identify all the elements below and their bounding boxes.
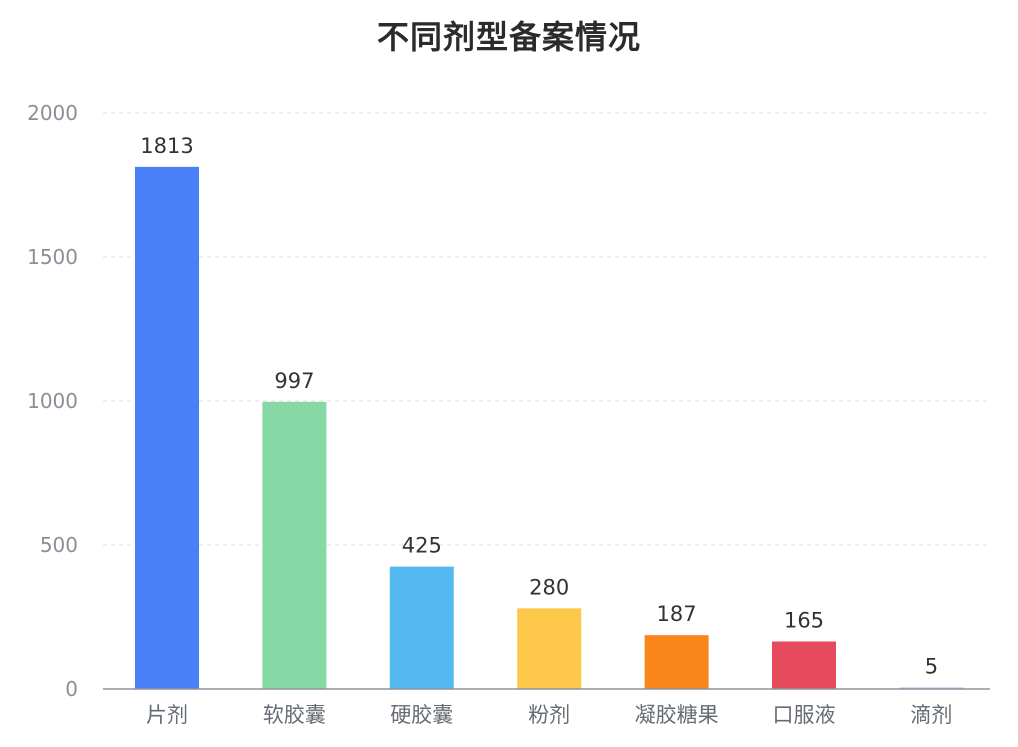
value-label: 187: [657, 602, 697, 626]
y-tick-label: 500: [40, 533, 78, 557]
value-label: 280: [529, 575, 569, 599]
x-tick-label: 滴剂: [910, 703, 952, 727]
y-tick-label: 0: [65, 677, 78, 701]
x-tick-label: 粉剂: [528, 703, 570, 727]
value-label: 5: [925, 655, 938, 679]
bar: [262, 401, 327, 689]
x-tick-label: 片剂: [146, 703, 188, 727]
x-tick-label: 软胶囊: [263, 703, 326, 727]
bar: [135, 166, 199, 689]
bar: [772, 641, 836, 689]
value-label: 997: [274, 369, 314, 393]
bar: [644, 635, 709, 689]
bar: [517, 608, 582, 689]
value-label: 425: [402, 534, 442, 558]
chart-title: 不同剂型备案情况: [376, 18, 641, 56]
bar: [389, 566, 454, 689]
value-label: 1813: [140, 134, 193, 158]
y-tick-label: 1000: [27, 389, 78, 413]
x-tick-label: 硬胶囊: [390, 703, 453, 727]
x-tick-label: 凝胶糖果: [635, 703, 719, 727]
value-label: 165: [784, 608, 824, 632]
y-tick-label: 2000: [27, 101, 78, 125]
x-tick-label: 口服液: [773, 703, 836, 727]
y-tick-label: 1500: [27, 245, 78, 269]
